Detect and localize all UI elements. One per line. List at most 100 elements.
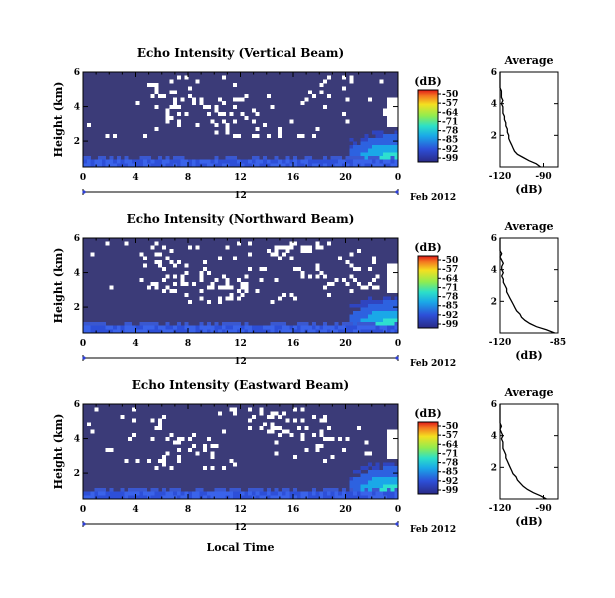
heatmap-cell xyxy=(383,108,388,113)
heatmap-cell xyxy=(386,97,391,102)
heatmap-cell xyxy=(390,112,395,117)
heatmap-cell xyxy=(308,491,313,496)
heatmap-cell xyxy=(394,469,399,474)
heatmap-cell xyxy=(221,322,226,326)
heatmap-cell xyxy=(86,325,91,330)
heatmap-cell xyxy=(330,159,335,164)
heatmap-cell xyxy=(319,90,324,95)
heatmap-cell xyxy=(184,75,189,80)
heatmap-cell xyxy=(161,289,166,294)
heatmap-cell xyxy=(349,495,354,500)
heatmap-cell xyxy=(300,248,305,253)
heatmap-cell xyxy=(293,296,298,301)
heatmap-cell xyxy=(229,156,234,160)
heatmap-cell xyxy=(281,159,286,164)
heatmap-cell xyxy=(251,108,256,113)
heatmap-cell xyxy=(146,458,151,463)
heatmap-cell xyxy=(218,296,223,301)
heatmap-cell xyxy=(356,325,361,330)
heatmap-cell xyxy=(356,480,361,485)
heatmap-cell xyxy=(304,159,309,164)
heatmap-cell xyxy=(233,322,238,326)
heatmap-cell xyxy=(210,329,215,334)
heatmap-cell xyxy=(379,130,384,135)
heatmap-cell xyxy=(94,491,99,496)
heatmap-cell xyxy=(113,325,118,330)
heatmap-cell xyxy=(266,163,271,168)
heatmap-cell xyxy=(240,159,245,164)
heatmap-cell xyxy=(86,422,91,427)
heatmap-cell xyxy=(236,241,241,246)
heatmap-cell xyxy=(319,245,324,250)
heatmap-cell xyxy=(210,455,215,460)
heatmap-cell xyxy=(113,491,118,496)
heatmap-cell xyxy=(319,433,324,438)
heatmap-cell xyxy=(165,112,170,117)
heatmap-cell xyxy=(229,329,234,334)
heatmap-cell xyxy=(233,134,238,139)
heatmap-cell xyxy=(113,329,118,334)
heatmap-cell xyxy=(270,429,275,434)
colorbar-label: -92 xyxy=(442,477,458,487)
heatmap-cell xyxy=(375,163,380,168)
heatmap-cell xyxy=(143,159,148,164)
heatmap-cell xyxy=(263,123,268,128)
heatmap-cell xyxy=(356,491,361,496)
heatmap-cell xyxy=(296,425,301,430)
heatmap-cell xyxy=(221,495,226,500)
heatmap-cell xyxy=(109,488,114,492)
heatmap-cell xyxy=(319,82,324,87)
heatmap-cell xyxy=(390,484,395,489)
heatmap-cell xyxy=(176,436,181,441)
heatmap-cell xyxy=(360,491,365,496)
heatmap-title: Echo Intensity (Eastward Beam) xyxy=(132,378,349,392)
heatmap-cell xyxy=(244,325,249,330)
heatmap-cell xyxy=(285,495,290,500)
heatmap-cell xyxy=(266,159,271,164)
colorbar-label: -71 xyxy=(442,117,458,127)
heatmap-cell xyxy=(218,97,223,102)
heatmap-cell xyxy=(326,329,331,334)
heatmap-cell xyxy=(386,473,391,478)
heatmap-cell xyxy=(341,329,346,334)
heatmap-cell xyxy=(368,296,373,301)
average-ytick-label: 6 xyxy=(491,68,497,78)
heatmap-cell xyxy=(323,79,328,84)
heatmap-cell xyxy=(173,159,178,164)
heatmap-cell xyxy=(214,325,219,330)
heatmap-cell xyxy=(289,495,294,500)
heatmap-cell xyxy=(274,329,279,334)
heatmap-cell xyxy=(304,97,309,102)
heatmap-cell xyxy=(368,311,373,316)
heatmap-cell xyxy=(203,159,208,164)
heatmap-cell xyxy=(341,325,346,330)
heatmap-cell xyxy=(158,425,163,430)
heatmap-cell xyxy=(203,466,208,471)
heatmap-cell xyxy=(386,451,391,456)
heatmap-cell xyxy=(368,307,373,312)
heatmap-cell xyxy=(184,112,189,117)
heatmap-cell xyxy=(176,156,181,160)
heatmap-cell xyxy=(161,491,166,496)
heatmap-cell xyxy=(360,477,365,482)
heatmap-cell xyxy=(289,433,294,438)
heatmap-cell xyxy=(281,329,286,334)
heatmap-cell xyxy=(390,108,395,113)
heatmap-cell xyxy=(116,156,121,160)
heatmap-cell xyxy=(394,130,399,135)
heatmap-cell xyxy=(334,163,339,168)
heatmap-cell xyxy=(236,495,241,500)
heatmap-cell xyxy=(330,491,335,496)
heatmap-cell xyxy=(364,322,369,326)
heatmap-cell xyxy=(210,119,215,124)
heatmap-cell xyxy=(278,159,283,164)
heatmap-cell xyxy=(356,267,361,272)
heatmap-cell xyxy=(375,477,380,482)
heatmap-cell xyxy=(236,329,241,334)
heatmap-cell xyxy=(176,75,181,80)
heatmap-cell xyxy=(214,130,219,135)
heatmap-cell xyxy=(124,325,129,330)
heatmap-cell xyxy=(386,307,391,312)
heatmap-cell xyxy=(394,141,399,146)
heatmap-cell xyxy=(263,159,268,164)
